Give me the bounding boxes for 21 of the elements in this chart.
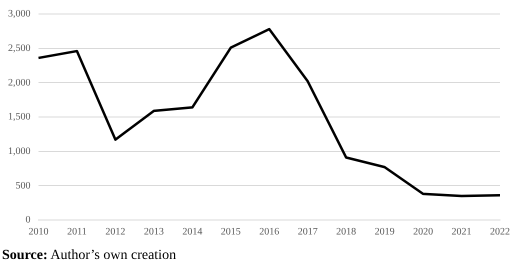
x-tick-label: 2022 — [490, 226, 510, 238]
x-tick-label: 2021 — [452, 226, 472, 238]
x-tick-label: 2016 — [259, 226, 280, 238]
x-tick-label: 2012 — [105, 226, 126, 238]
y-tick-label: 3,000 — [8, 8, 30, 20]
x-tick-label: 2018 — [336, 226, 356, 238]
source-note: Source: Author’s own creation — [2, 248, 176, 263]
x-tick-label: 2013 — [144, 226, 164, 238]
x-tick-label: 2020 — [413, 226, 434, 238]
x-tick-label: 2014 — [182, 226, 202, 238]
x-tick-label: 2010 — [28, 226, 48, 238]
x-tick-label: 2017 — [298, 226, 318, 238]
y-tick-label: 1,500 — [8, 112, 30, 123]
y-tick-label: 0 — [26, 214, 30, 226]
y-tick-label: 500 — [16, 180, 30, 192]
y-tick-label: 2,500 — [8, 42, 30, 54]
x-tick-label: 2019 — [374, 226, 395, 238]
y-tick-label: 1,000 — [8, 146, 30, 157]
x-tick-label: 2015 — [220, 226, 241, 238]
x-tick-label: 2011 — [67, 226, 87, 238]
y-tick-label: 2,000 — [8, 77, 30, 88]
